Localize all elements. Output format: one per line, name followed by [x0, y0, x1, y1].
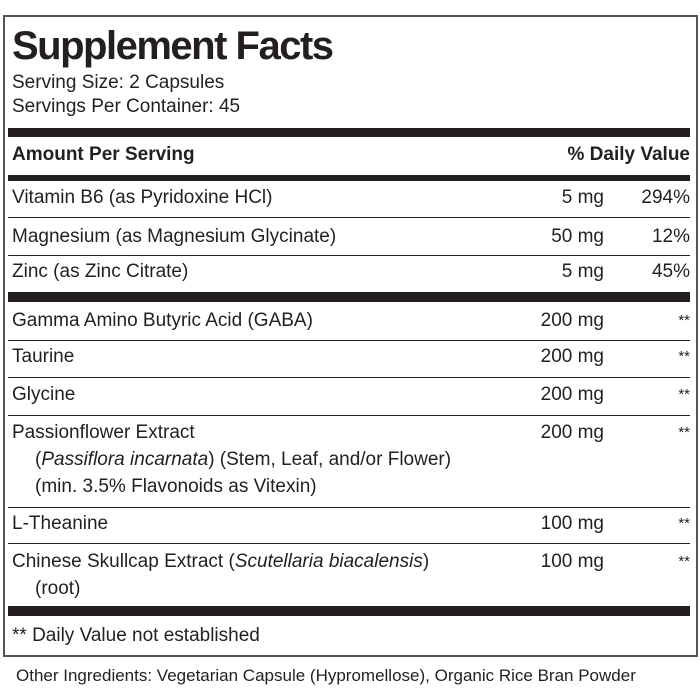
row-name: Zinc (as Zinc Citrate) [12, 261, 189, 282]
latin-name: Scutellaria biacalensis [234, 551, 423, 572]
row-name-line: Chinese Skullcap Extract (Scutellaria bi… [12, 551, 429, 573]
text: ) (Stem, Leaf, and/or Flower) [208, 449, 452, 470]
latin-name: Passiflora incarnata [41, 449, 209, 470]
row-daily-value: ** [678, 515, 690, 532]
row-amount: 200 mg [540, 422, 604, 443]
servings-per-container: Servings Per Container: 45 [12, 96, 241, 117]
row-name-line: (Passiflora incarnata) (Stem, Leaf, and/… [35, 449, 451, 471]
other-ingredients: Other Ingredients: Vegetarian Capsule (H… [16, 666, 636, 685]
row-amount: 5 mg [561, 261, 604, 282]
text: ( [35, 449, 42, 470]
row-line [8, 543, 690, 544]
divider [8, 606, 690, 616]
row-amount: 200 mg [540, 310, 604, 331]
divider [8, 175, 690, 181]
row-name: Gamma Amino Butyric Acid (GABA) [12, 310, 313, 331]
row-name: L-Theanine [12, 513, 109, 534]
row-daily-value: 294% [641, 187, 690, 208]
divider [8, 128, 690, 137]
row-name: Passionflower Extract [12, 422, 195, 443]
row-daily-value: 45% [651, 261, 690, 282]
row-amount: 200 mg [540, 384, 604, 405]
footnote: ** Daily Value not established [12, 625, 260, 646]
row-daily-value: ** [678, 424, 690, 441]
row-daily-value: ** [678, 312, 690, 329]
label-border [3, 15, 698, 657]
row-daily-value: 12% [651, 226, 690, 247]
row-amount: 200 mg [540, 346, 604, 367]
divider [8, 292, 690, 302]
row-name-line: (min. 3.5% Flavonoids as Vitexin) [35, 476, 317, 497]
row-daily-value: ** [678, 553, 690, 570]
row-line [8, 377, 690, 378]
row-name-line: (root) [35, 578, 81, 599]
row-amount: 100 mg [540, 513, 604, 534]
column-header: % Daily Value [567, 144, 690, 165]
serving-size: Serving Size: 2 Capsules [12, 72, 225, 93]
row-amount: 5 mg [561, 187, 604, 208]
row-daily-value: ** [678, 386, 690, 403]
row-daily-value: ** [678, 348, 690, 365]
title: Supplement Facts [12, 24, 334, 68]
row-name: Vitamin B6 (as Pyridoxine HCl) [12, 187, 273, 208]
row-line [8, 255, 690, 256]
row-amount: 50 mg [551, 226, 604, 247]
row-line [8, 217, 690, 218]
row-line [8, 507, 690, 508]
row-line [8, 415, 690, 416]
row-line [8, 340, 690, 341]
row-name: Taurine [12, 346, 75, 367]
column-header: Amount Per Serving [12, 144, 195, 165]
row-name: Magnesium (as Magnesium Glycinate) [12, 226, 337, 247]
text: Chinese Skullcap Extract ( [12, 551, 235, 572]
row-amount: 100 mg [540, 551, 604, 572]
row-name: Glycine [12, 384, 76, 405]
text: ) [422, 551, 430, 572]
